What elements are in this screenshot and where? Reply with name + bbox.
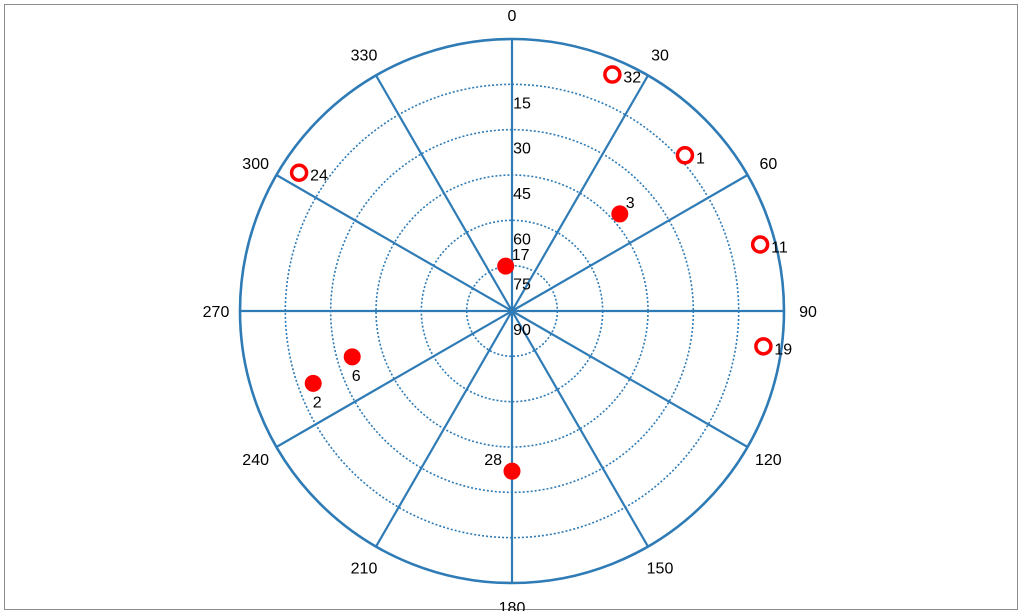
spoke-210	[375, 310, 513, 548]
point-label-1: 1	[696, 150, 705, 167]
radial-label-45: 45	[513, 186, 531, 203]
chart-frame: 0 30 60 90 120 150 180 210 240 270 300 330 15 30 45 60…	[4, 4, 1018, 616]
radial-label-75: 75	[513, 277, 531, 294]
point-marker-11	[750, 235, 770, 254]
spoke-330	[375, 74, 513, 312]
angle-label-90: 90	[799, 304, 817, 321]
point-marker-32	[603, 65, 622, 84]
point-marker-17	[497, 257, 515, 275]
point-label-3: 3	[626, 195, 635, 212]
angle-label-210: 210	[351, 560, 378, 577]
point-label-32: 32	[623, 70, 641, 87]
radial-label-15: 15	[513, 95, 531, 112]
radial-label-30: 30	[513, 141, 531, 158]
point-marker-19	[754, 337, 773, 356]
point-marker-1	[675, 146, 695, 165]
outer-circle	[238, 37, 786, 585]
angle-label-300: 300	[242, 156, 269, 173]
point-label-6: 6	[352, 368, 361, 385]
point-marker-24	[289, 163, 309, 182]
spoke-150	[511, 310, 649, 548]
angle-label-180: 180	[499, 600, 526, 611]
angle-label-240: 240	[242, 452, 269, 469]
radial-label-90: 90	[513, 322, 531, 339]
point-label-2: 2	[313, 394, 322, 411]
angle-label-150: 150	[647, 560, 674, 577]
spoke-120	[511, 310, 749, 448]
angle-label-30: 30	[651, 48, 669, 65]
spoke-300	[275, 174, 513, 312]
point-marker-3	[611, 205, 629, 223]
radial-label-layer: 15 30 45 60 75 90	[513, 95, 531, 339]
angle-label-270: 270	[203, 304, 230, 321]
angle-label-60: 60	[759, 156, 777, 173]
angle-label-0: 0	[508, 8, 517, 25]
point-marker-2	[304, 374, 322, 392]
point-label-28: 28	[484, 452, 502, 469]
spoke-240	[275, 310, 513, 448]
angle-label-120: 120	[755, 452, 782, 469]
point-marker-28	[503, 462, 521, 480]
point-marker-6	[343, 348, 361, 366]
axis-layer	[238, 37, 786, 585]
radial-label-60: 60	[513, 231, 531, 248]
point-label-24: 24	[310, 168, 328, 185]
polar-chart: 0 30 60 90 120 150 180 210 240 270 300 330 15 30 45 60…	[203, 8, 817, 616]
spoke-30	[511, 74, 649, 312]
point-label-17: 17	[512, 247, 530, 264]
angle-label-330: 330	[351, 48, 378, 65]
spoke-60	[511, 174, 749, 312]
point-label-19: 19	[774, 341, 792, 358]
point-label-11: 11	[771, 240, 788, 257]
